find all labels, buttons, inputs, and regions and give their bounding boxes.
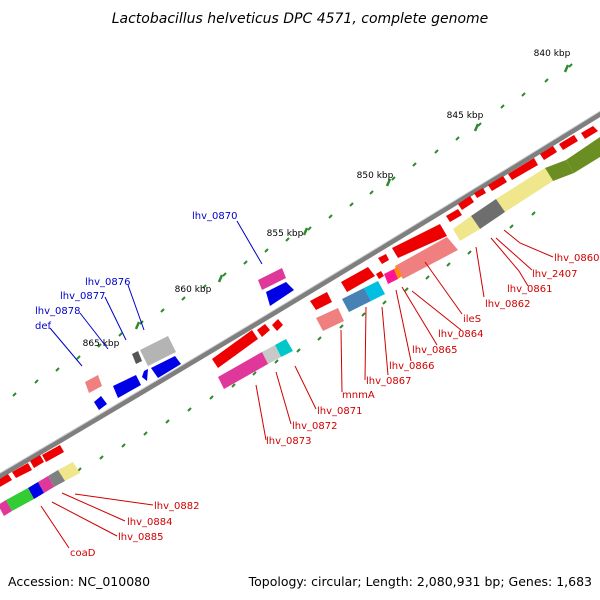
gene-box-magenta-5 — [0, 500, 12, 516]
outer-tick-ring — [12, 63, 573, 397]
kbp-label-860: 860 kbp — [175, 285, 212, 295]
gene-arrow-blue-3 — [142, 369, 148, 381]
gene-arrow-m2 — [257, 324, 270, 337]
gene-box-steel-1 — [342, 288, 371, 312]
gene-arrow-r3 — [540, 146, 557, 160]
gene-arrow-r10 — [378, 254, 389, 264]
gene-arrow-blue-5 — [94, 396, 107, 410]
gene-box-blue-1 — [28, 482, 44, 499]
gene-arrow-r5 — [488, 176, 507, 191]
kbp-label-840: 840 kbp — [534, 49, 571, 59]
gene-label-lhv-0872: lhv_0872 — [292, 421, 337, 432]
reverse-label-leaders — [40, 229, 554, 549]
gene-box-cyan-2 — [275, 339, 293, 357]
kbp-label-865: 865 kbp — [83, 339, 120, 349]
gene-arrow-r12 — [310, 292, 332, 310]
gene-arrow-r13 — [376, 271, 384, 279]
gene-box-olive-2 — [545, 160, 574, 181]
gene-arrow-blue-4 — [113, 375, 141, 398]
gene-label-iles: ileS — [463, 314, 481, 325]
gene-label-lhv-0866: lhv_0866 — [389, 361, 434, 372]
gene-label-lhv-0878: lhv_0878 — [35, 306, 80, 317]
gene-arrow-r11 — [341, 267, 375, 292]
kbp-label-850: 850 kbp — [357, 171, 394, 181]
gene-label-lhv-2407: lhv_2407 — [532, 269, 577, 280]
gene-arrow-gray-1 — [140, 336, 176, 366]
topology-summary-text: Topology: circular; Length: 2,080,931 bp… — [248, 574, 592, 589]
genome-backbone-highlight — [0, 110, 600, 474]
gene-box-orange-1 — [394, 266, 402, 279]
gene-box-pink-2 — [316, 308, 344, 331]
map-title: Lactobacillus helveticus DPC 4571, compl… — [112, 11, 489, 27]
gene-arrow-r1 — [581, 126, 598, 139]
gene-arrow-l3 — [30, 455, 44, 468]
gene-arrow-l4 — [42, 445, 64, 462]
gene-label-lhv-0864: lhv_0864 — [438, 329, 483, 340]
gene-box-yellow-3 — [58, 462, 80, 481]
reverse-strand-genes-left — [0, 445, 80, 516]
gene-label-coad: coaD — [70, 548, 96, 559]
gene-box-darkgray-1 — [132, 351, 142, 364]
gene-arrow-r7 — [458, 196, 474, 210]
genome-backbone — [0, 111, 600, 480]
gene-label-mnma: mnmA — [342, 390, 375, 401]
forward-strand-genes — [85, 268, 294, 410]
gene-label-def: def — [35, 321, 52, 332]
gene-arrow-r9 — [392, 224, 447, 258]
kbp-major-ticks — [134, 64, 570, 330]
gene-arrow-m1 — [272, 319, 283, 331]
gene-box-cyan-1 — [364, 281, 385, 301]
kbp-label-845: 845 kbp — [447, 111, 484, 121]
gene-label-lhv-0867: lhv_0867 — [366, 376, 411, 387]
gene-label-lhv-0865: lhv_0865 — [412, 345, 457, 356]
gene-label-lhv-0871: lhv_0871 — [317, 406, 362, 417]
forward-label-leaders — [49, 220, 263, 367]
gene-label-lhv-0877: lhv_0877 — [60, 291, 105, 302]
gene-label-lhv-0876: lhv_0876 — [85, 277, 130, 288]
gene-arrow-l1 — [0, 474, 12, 487]
gene-label-lhv-0862: lhv_0862 — [485, 299, 530, 310]
kbp-label-855: 855 kbp — [267, 229, 304, 239]
gene-arrow-r2 — [559, 135, 578, 150]
gene-arrow-r6 — [474, 188, 486, 198]
gene-arrow-blue-1 — [266, 282, 294, 306]
gene-arrow-blue-2 — [151, 356, 181, 378]
gene-box-olive-1 — [566, 137, 600, 173]
gene-arrow-r4 — [508, 158, 538, 180]
gene-arrow-m3 — [212, 330, 258, 368]
gene-box-pink-1 — [395, 237, 458, 279]
gene-box-magenta-2 — [218, 352, 268, 389]
gene-box-pink-3 — [85, 375, 102, 393]
gene-box-magenta-1 — [384, 269, 398, 284]
gene-label-lhv-0860: lhv_0860 — [554, 253, 599, 264]
gene-box-gray-1 — [471, 199, 505, 229]
gene-box-magenta-4 — [38, 476, 54, 493]
gene-label-lhv-0884: lhv_0884 — [127, 517, 172, 528]
inner-tick-ring — [77, 211, 536, 472]
reverse-strand-genes-right — [310, 126, 600, 331]
gene-box-magenta-3 — [258, 268, 286, 290]
gene-box-lightgray-1 — [262, 345, 281, 364]
gene-box-yellow-2 — [453, 216, 480, 241]
gene-label-lhv-0882: lhv_0882 — [154, 501, 199, 512]
gene-box-green-1 — [6, 488, 34, 511]
gene-box-gray-2 — [48, 470, 65, 487]
gene-label-lhv-0861: lhv_0861 — [507, 284, 552, 295]
gene-box-yellow-1 — [496, 168, 553, 212]
reverse-strand-genes-middle — [212, 319, 293, 389]
gene-label-lhv-0873: lhv_0873 — [266, 436, 311, 447]
gene-arrow-l2 — [12, 463, 32, 478]
gene-label-lhv-0870: lhv_0870 — [192, 211, 237, 222]
gene-label-lhv-0885: lhv_0885 — [118, 532, 163, 543]
gene-arrow-r8 — [446, 209, 462, 222]
accession-text: Accession: NC_010080 — [8, 574, 150, 589]
